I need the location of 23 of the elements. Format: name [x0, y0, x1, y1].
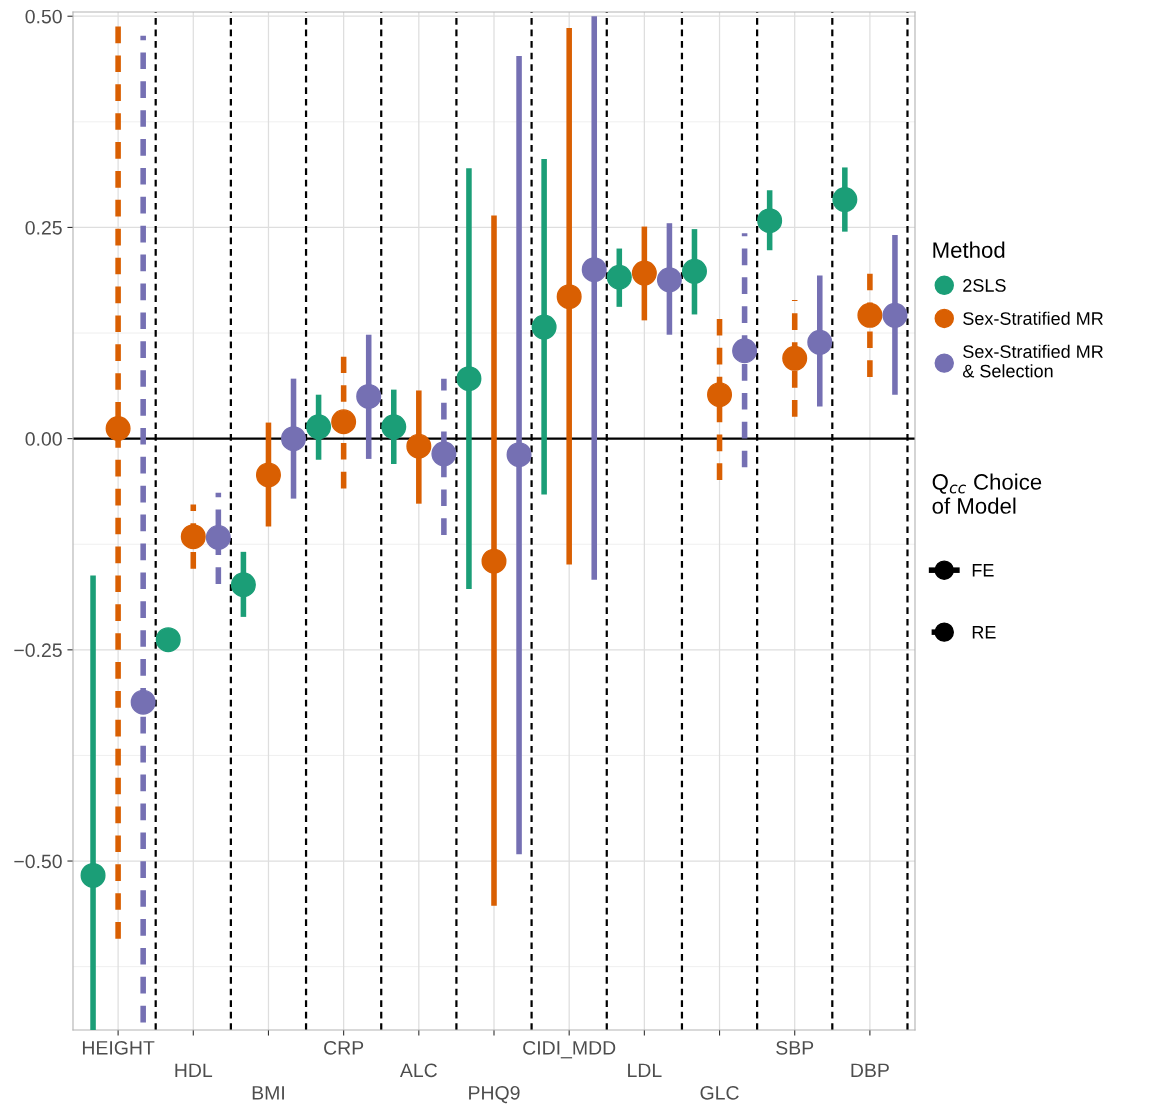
y-tick-label: −0.25 — [14, 643, 62, 658]
x-tick-label: GLC — [700, 1085, 739, 1100]
x-tick-label: DBP — [851, 1063, 889, 1078]
y-tick-label: 0.00 — [25, 432, 62, 446]
legend-label: 2SLS — [963, 279, 1006, 292]
legend-label: Sex-Stratified MR & Selection — [962, 344, 1103, 378]
legend-label: Sex-Stratified MR — [963, 311, 1103, 325]
x-tick-label: HDL — [175, 1063, 213, 1078]
x-tick-label: BMI — [252, 1086, 284, 1100]
x-tick-label: ALC — [399, 1063, 437, 1078]
x-tick-label: CIDI_MDD — [523, 1040, 616, 1059]
y-tick-label: 0.25 — [25, 220, 62, 235]
text: FE — [972, 564, 994, 577]
x-tick-label: SBP — [776, 1040, 814, 1055]
x-tick-label: CRP — [324, 1040, 364, 1055]
text: RE — [972, 626, 996, 639]
legend-title: Method — [933, 241, 1005, 258]
y-tick-label: 0.50 — [25, 9, 62, 24]
x-tick-label: PHQ9 — [469, 1085, 520, 1104]
x-tick-label: HEIGHT — [82, 1040, 155, 1055]
text: Q$_{cc}$ Choice of Model — [932, 473, 1042, 514]
x-tick-label: LDL — [628, 1063, 662, 1078]
y-tick-label: −0.50 — [14, 854, 62, 869]
